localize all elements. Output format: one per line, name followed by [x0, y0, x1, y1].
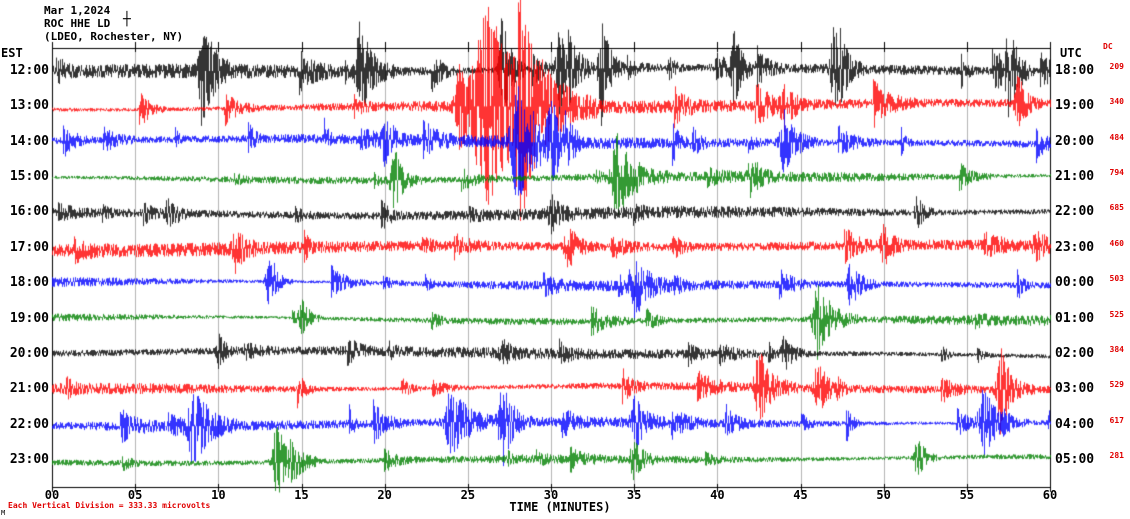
- est-axis-header: EST: [1, 46, 23, 60]
- est-time-label: 12:00: [9, 63, 49, 78]
- minute-tick-label: 15: [294, 488, 309, 502]
- scale-marker-icon: ┼: [123, 12, 131, 27]
- dc-value: 281: [1109, 451, 1124, 460]
- utc-time-label: 00:00: [1055, 275, 1095, 291]
- x-axis-title: TIME (MINUTES): [509, 500, 611, 514]
- est-time-label: 13:00: [9, 98, 49, 114]
- dc-value: 525: [1109, 309, 1124, 319]
- minute-tick-label: 35: [626, 488, 642, 502]
- date-label: Mar 1,2024: [44, 4, 111, 17]
- est-time-label: 23:00: [9, 452, 49, 467]
- est-time-label: 19:00: [9, 310, 49, 326]
- utc-time-label: 20:00: [1055, 133, 1095, 149]
- utc-time-label: 04:00: [1055, 416, 1095, 432]
- minute-tick-label: 30: [543, 488, 559, 502]
- utc-axis-header: UTC: [1060, 46, 1082, 60]
- utc-time-label: 02:00: [1055, 345, 1095, 361]
- dc-value: 529: [1109, 380, 1124, 390]
- corner-mark: M: [1, 509, 6, 517]
- est-time-label: 21:00: [9, 381, 49, 397]
- utc-time-label: 19:00: [1055, 98, 1095, 114]
- station-label: ROC HHE LD: [44, 17, 111, 30]
- utc-time-label: 18:00: [1055, 63, 1095, 78]
- minute-tick-label: 10: [211, 488, 226, 502]
- est-time-label: 15:00: [9, 169, 49, 185]
- est-time-label: 14:00: [9, 133, 49, 149]
- utc-time-label: 05:00: [1055, 452, 1095, 467]
- dc-axis-header: DC: [1103, 42, 1113, 51]
- utc-time-label: 03:00: [1055, 381, 1095, 397]
- minute-tick-label: 60: [1042, 488, 1058, 502]
- scale-footnote: Each Vertical Division = 333.33 microvol…: [8, 501, 211, 510]
- minute-tick-label: 55: [959, 488, 975, 502]
- utc-time-label: 23:00: [1055, 239, 1095, 255]
- minute-tick-label: 00: [44, 488, 60, 502]
- network-label: (LDEO, Rochester, NY): [44, 30, 184, 43]
- minute-tick-label: 25: [460, 488, 476, 502]
- minute-tick-label: 50: [876, 488, 891, 502]
- dc-value: 460: [1109, 238, 1124, 248]
- dc-value: 340: [1109, 97, 1124, 107]
- minute-tick-label: 20: [377, 488, 392, 502]
- utc-time-label: 22:00: [1055, 204, 1095, 220]
- utc-time-label: 21:00: [1055, 169, 1095, 185]
- minute-tick-label: 45: [793, 488, 808, 502]
- dc-value: 685: [1109, 203, 1124, 213]
- est-time-label: 16:00: [9, 204, 49, 220]
- dc-value: 209: [1109, 62, 1124, 71]
- est-time-label: 20:00: [9, 345, 49, 361]
- est-time-label: 17:00: [9, 239, 49, 255]
- est-time-label: 18:00: [9, 275, 49, 291]
- dc-value: 794: [1109, 168, 1124, 178]
- dc-value: 503: [1109, 274, 1124, 284]
- minute-tick-label: 05: [127, 488, 143, 502]
- dc-value: 617: [1109, 415, 1124, 425]
- est-time-label: 22:00: [9, 416, 49, 432]
- dc-value: 384: [1109, 344, 1124, 354]
- dc-value: 484: [1109, 132, 1124, 142]
- utc-time-label: 01:00: [1055, 310, 1095, 326]
- minute-tick-label: 40: [710, 488, 725, 502]
